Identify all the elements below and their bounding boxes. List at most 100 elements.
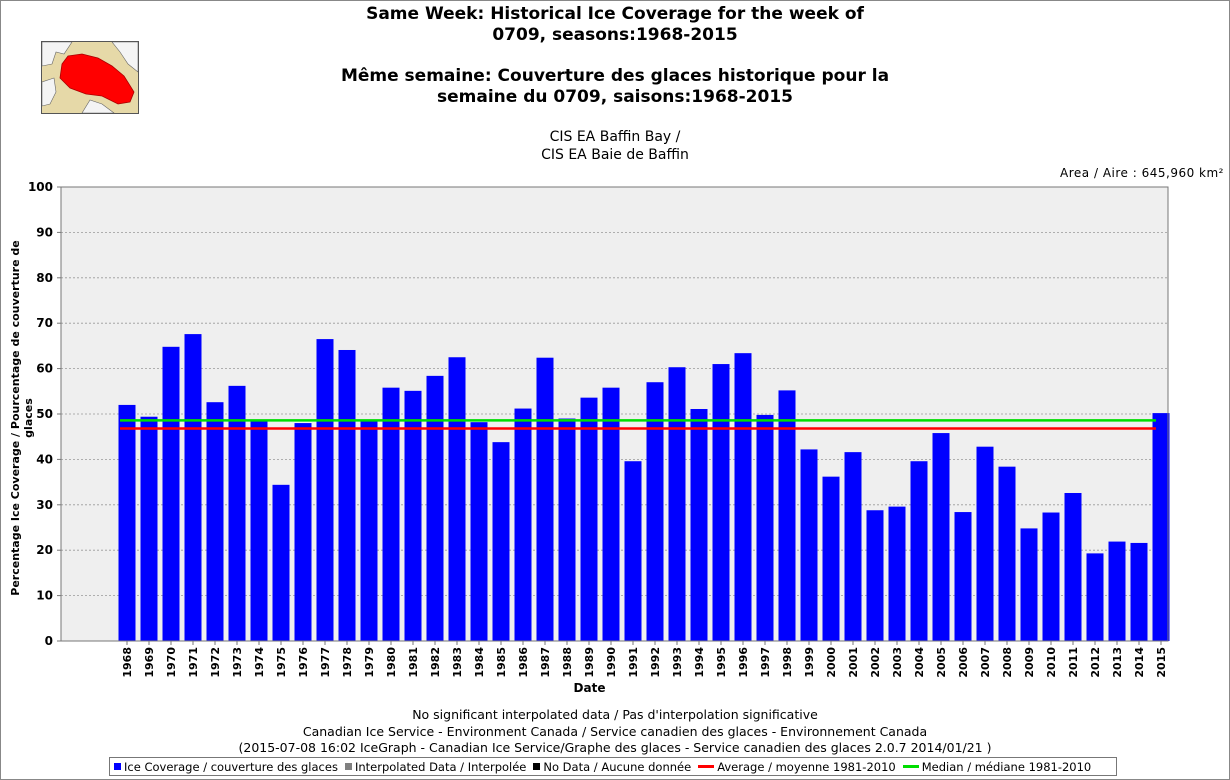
x-tick-label-2011: 2011 xyxy=(1067,647,1080,678)
x-tick-label-1990: 1990 xyxy=(605,647,618,678)
bar-2007 xyxy=(976,446,994,641)
region-name-fr: CIS EA Baie de Baffin xyxy=(541,147,689,163)
x-tick-label-2009: 2009 xyxy=(1023,647,1036,678)
x-tick-label-2005: 2005 xyxy=(935,647,948,678)
bar-1982 xyxy=(426,375,444,641)
bar-1997 xyxy=(756,414,774,641)
x-tick-label-1993: 1993 xyxy=(671,647,684,678)
y-tick-label: 40 xyxy=(36,452,53,466)
x-tick-label-1969: 1969 xyxy=(143,647,156,678)
bar-2006 xyxy=(954,512,972,641)
x-tick-label-1972: 1972 xyxy=(209,647,222,678)
x-tick-label-1979: 1979 xyxy=(363,647,376,678)
legend-item-average: Average / moyenne 1981-2010 xyxy=(698,760,896,774)
ice-coverage-chart: 0 10 20 30 40 50 60 70 80 90 100 1968 1969 1970 1971 19… xyxy=(28,180,1170,695)
bar-1968 xyxy=(118,404,136,641)
legend-item-nodata: No Data / Aucune donnée xyxy=(533,760,691,774)
title-en-line-2: 0709, seasons:1968-2015 xyxy=(492,25,738,45)
x-axis-label: Date xyxy=(574,681,606,695)
bar-2010 xyxy=(1042,512,1060,641)
x-tick-label-2012: 2012 xyxy=(1089,647,1102,678)
y-tick-label: 20 xyxy=(36,543,53,557)
bar-1990 xyxy=(602,387,620,641)
legend-label-median: Median / médiane 1981-2010 xyxy=(921,759,1092,774)
region-highlight xyxy=(59,53,135,105)
legend-swatch-nodata xyxy=(533,763,541,770)
bar-1991 xyxy=(624,461,642,641)
y-tick-label: 50 xyxy=(36,407,53,421)
bar-2003 xyxy=(888,506,906,641)
y-tick-label: 90 xyxy=(36,225,53,239)
bar-2000 xyxy=(822,476,840,641)
x-tick-label-1974: 1974 xyxy=(253,647,266,678)
x-tick-label-2002: 2002 xyxy=(869,647,882,678)
bar-1970 xyxy=(162,346,180,641)
title-fr-line-2: semaine du 0709, saisons:1968-2015 xyxy=(436,87,793,107)
legend-item-median: Median / médiane 1981-2010 xyxy=(902,759,1092,774)
x-tick-label-1987: 1987 xyxy=(539,647,552,678)
x-tick-label-2001: 2001 xyxy=(847,647,860,678)
bar-2014 xyxy=(1130,542,1148,641)
x-tick-label-1975: 1975 xyxy=(275,647,288,678)
x-tick-label-1986: 1986 xyxy=(517,647,530,678)
x-tick-label-1980: 1980 xyxy=(385,647,398,678)
x-tick-label-1978: 1978 xyxy=(341,647,354,678)
x-tick-label-1977: 1977 xyxy=(319,647,332,678)
legend-label-ice: Ice Coverage / couverture des glaces xyxy=(124,759,338,774)
bar-1996 xyxy=(734,353,752,641)
bar-1985 xyxy=(492,442,510,641)
x-tick-label-1995: 1995 xyxy=(715,647,728,678)
x-tick-label-1998: 1998 xyxy=(781,647,794,678)
x-tick-label-1991: 1991 xyxy=(627,647,640,678)
region-name-en: CIS EA Baffin Bay / xyxy=(549,129,681,145)
bar-2011 xyxy=(1064,492,1082,641)
title-en-line-1: Same Week: Historical Ice Coverage for t… xyxy=(366,4,864,24)
bar-1993 xyxy=(668,367,686,641)
x-tick-label-1981: 1981 xyxy=(407,647,420,678)
area-label: Area / Aire : 645,960 km² xyxy=(1060,166,1224,180)
bar-2004 xyxy=(910,461,928,641)
bar-1999 xyxy=(800,449,818,641)
bar-1983 xyxy=(448,357,466,641)
plot-border xyxy=(60,186,1169,642)
x-tick-label-1999: 1999 xyxy=(803,647,816,678)
bar-1981 xyxy=(404,390,422,641)
x-tick-label-1973: 1973 xyxy=(231,647,244,678)
bar-2001 xyxy=(844,452,862,641)
x-tick-label-2014: 2014 xyxy=(1133,647,1146,678)
bar-1974 xyxy=(250,421,268,641)
legend-item-ice: Ice Coverage / couverture des glaces xyxy=(114,760,338,774)
x-tick-label-1984: 1984 xyxy=(473,647,486,678)
x-tick-label-2000: 2000 xyxy=(825,647,838,678)
title-fr-line-1: Même semaine: Couverture des glaces hist… xyxy=(340,66,890,86)
x-tick-label-2010: 2010 xyxy=(1045,647,1058,678)
x-tick-label-2007: 2007 xyxy=(979,647,992,678)
legend-swatch-average xyxy=(698,765,715,768)
bar-2013 xyxy=(1108,541,1126,641)
bar-1989 xyxy=(580,397,598,641)
bar-2005 xyxy=(932,433,950,641)
bar-1986 xyxy=(514,408,532,641)
bar-1980 xyxy=(382,387,400,641)
x-tick-label-1971: 1971 xyxy=(187,647,200,678)
bar-1972 xyxy=(206,402,224,641)
legend-swatch-median xyxy=(902,765,919,768)
x-tick-label-2006: 2006 xyxy=(957,647,970,678)
y-tick-label: 70 xyxy=(36,316,53,330)
bar-2015 xyxy=(1152,413,1170,641)
bar-1977 xyxy=(316,339,334,641)
x-tick-label-1992: 1992 xyxy=(649,647,662,678)
x-tick-label-1988: 1988 xyxy=(561,647,574,678)
bar-1971 xyxy=(184,334,202,641)
legend-label-interpolated: Interpolated Data / Interpolée xyxy=(354,759,527,774)
y-tick-label: 100 xyxy=(28,180,53,194)
x-tick-label-2004: 2004 xyxy=(913,647,926,678)
bar-1987 xyxy=(536,357,554,641)
x-tick-label-1989: 1989 xyxy=(583,647,596,678)
x-tick-label-1994: 1994 xyxy=(693,647,706,678)
bar-1979 xyxy=(360,420,378,641)
bar-2012 xyxy=(1086,553,1104,641)
x-tick-label-1996: 1996 xyxy=(737,647,750,678)
bar-2009 xyxy=(1020,528,1038,641)
x-tick-label-1997: 1997 xyxy=(759,647,772,678)
